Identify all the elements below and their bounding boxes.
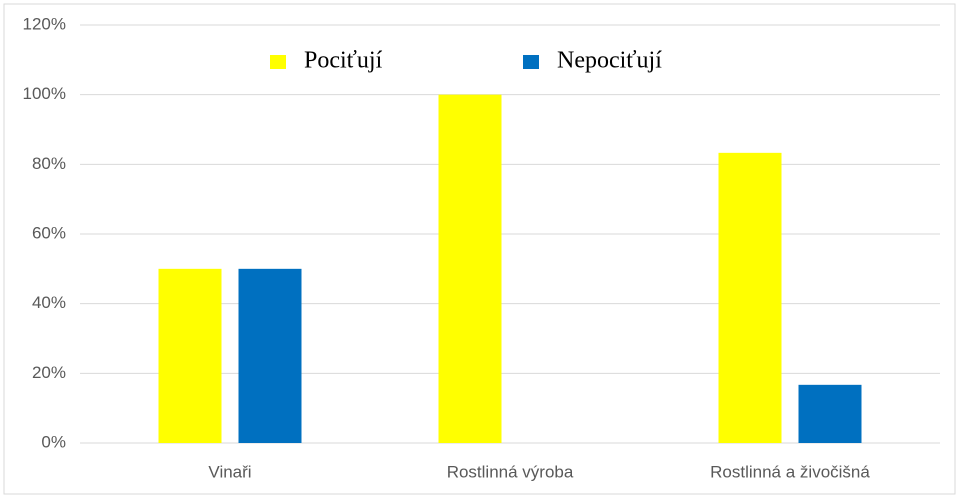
bar xyxy=(798,384,862,443)
legend-label: Nepociťují xyxy=(557,48,662,74)
y-tick-label: 20% xyxy=(32,363,66,382)
y-tick-label: 40% xyxy=(32,293,66,312)
y-tick-label: 100% xyxy=(23,84,66,103)
legend-swatch xyxy=(270,55,286,69)
y-tick-label: 0% xyxy=(41,432,66,451)
y-tick-label: 120% xyxy=(23,14,66,33)
bar xyxy=(238,268,302,443)
y-tick-label: 80% xyxy=(32,154,66,173)
bar xyxy=(158,268,222,443)
bar xyxy=(718,152,782,444)
legend-swatch xyxy=(523,55,539,69)
x-tick-label: Vinaři xyxy=(208,462,251,481)
bar xyxy=(438,94,502,444)
y-tick-label: 60% xyxy=(32,223,66,242)
x-tick-label: Rostlinná výroba xyxy=(447,462,574,481)
legend-label: Pociťují xyxy=(304,48,383,74)
x-tick-label: Rostlinná a živočišná xyxy=(710,462,870,481)
